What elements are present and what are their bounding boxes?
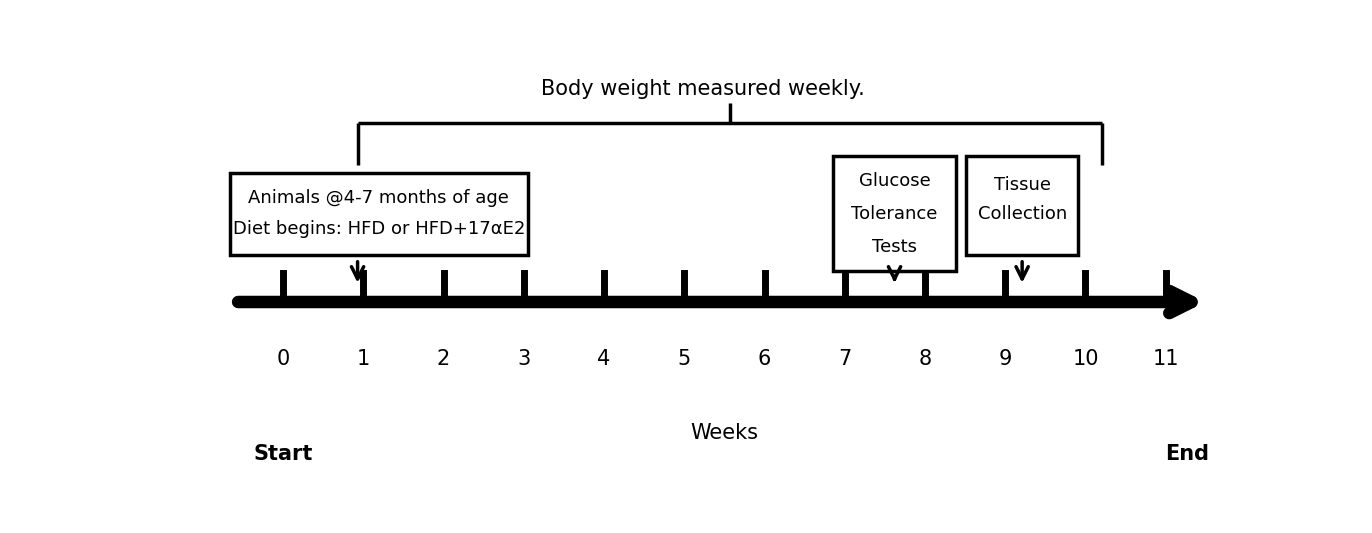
FancyBboxPatch shape: [230, 173, 528, 255]
Text: 5: 5: [678, 350, 691, 369]
FancyBboxPatch shape: [833, 156, 956, 271]
Text: 8: 8: [918, 350, 932, 369]
Text: 3: 3: [517, 350, 531, 369]
Text: 10: 10: [1072, 350, 1099, 369]
Text: Collection: Collection: [977, 205, 1067, 223]
Text: End: End: [1165, 444, 1209, 464]
Text: Start: Start: [254, 444, 313, 464]
Text: Weeks: Weeks: [690, 423, 759, 443]
Text: 6: 6: [757, 350, 771, 369]
Text: 9: 9: [999, 350, 1013, 369]
Text: 2: 2: [438, 350, 450, 369]
Text: Animals @4-7 months of age: Animals @4-7 months of age: [248, 189, 509, 207]
Text: 4: 4: [597, 350, 611, 369]
FancyBboxPatch shape: [966, 156, 1078, 255]
Text: Tissue: Tissue: [993, 176, 1051, 194]
Text: Tests: Tests: [873, 238, 916, 256]
Text: 1: 1: [357, 350, 370, 369]
Text: Body weight measured weekly.: Body weight measured weekly.: [542, 78, 864, 99]
Text: 11: 11: [1152, 350, 1179, 369]
Text: 7: 7: [838, 350, 852, 369]
Text: Diet begins: HFD or HFD+17αE2: Diet begins: HFD or HFD+17αE2: [233, 220, 525, 238]
Text: Tolerance: Tolerance: [852, 205, 937, 223]
Text: 0: 0: [277, 350, 289, 369]
Text: Glucose: Glucose: [859, 172, 930, 190]
